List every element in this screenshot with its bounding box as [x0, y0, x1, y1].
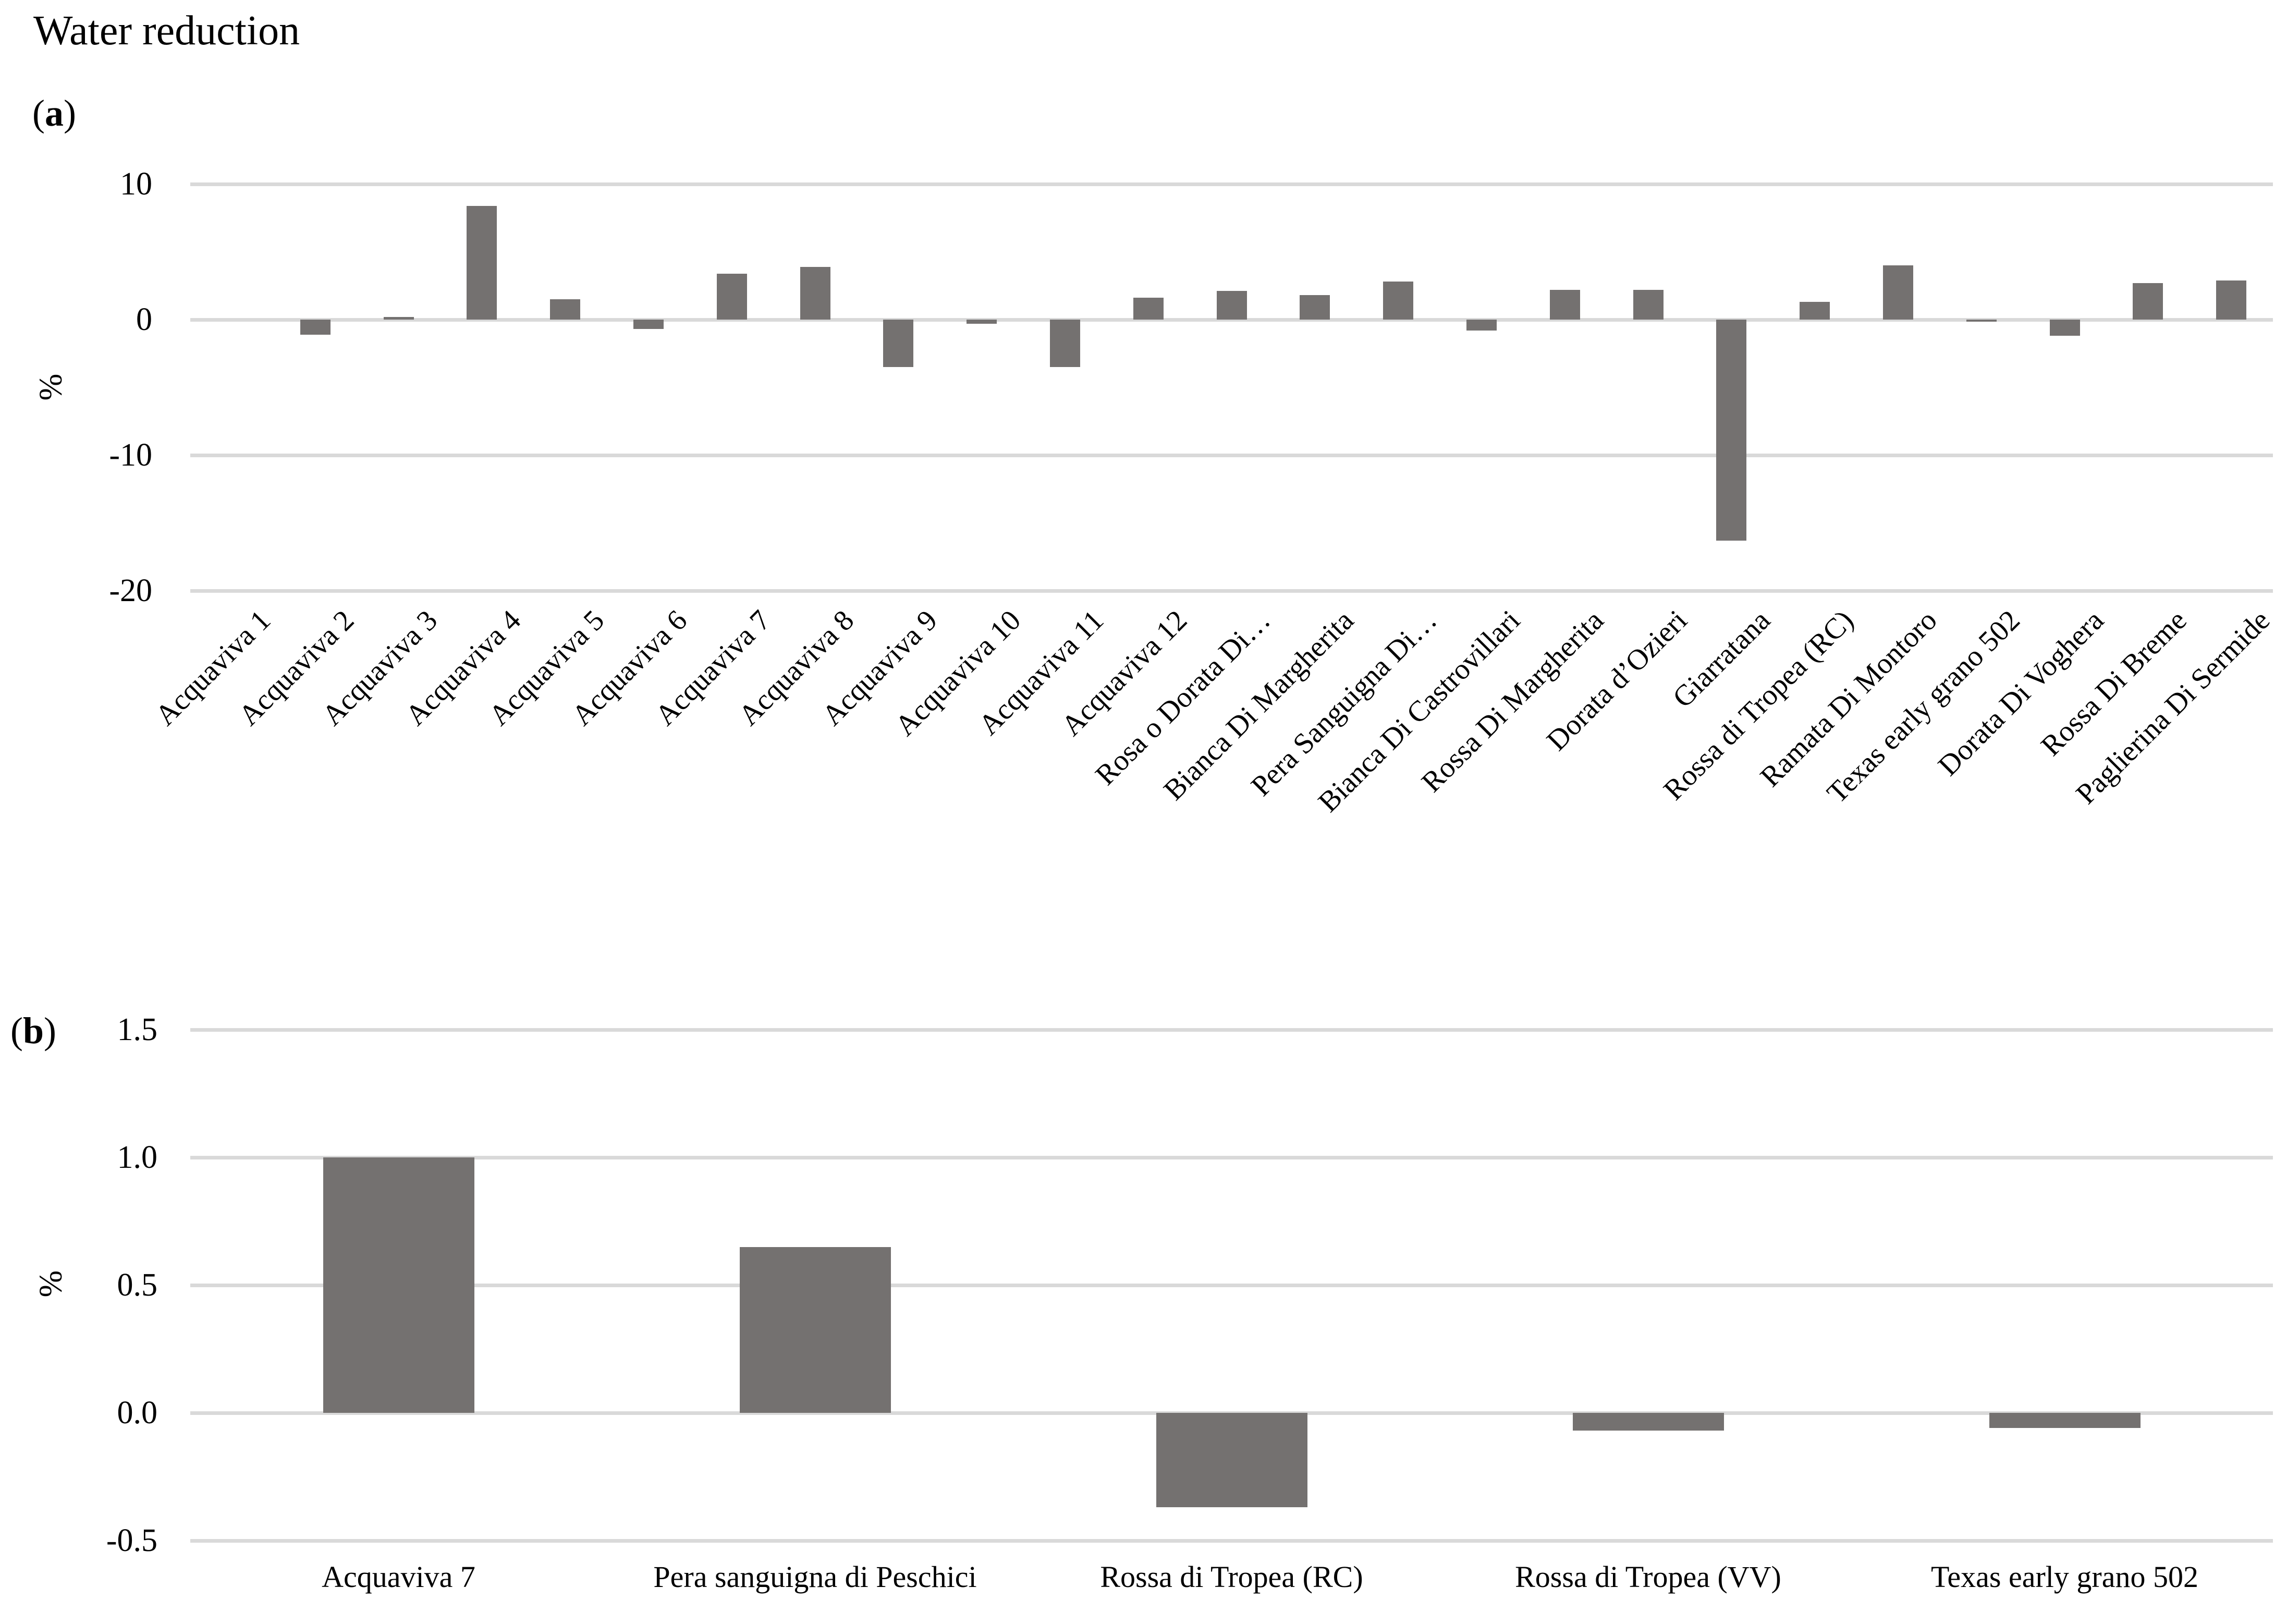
bar [2216, 280, 2247, 320]
bar [1049, 320, 1080, 367]
panel-letter-a: a [44, 92, 64, 134]
y-axis-tick-label: -10 [109, 437, 152, 473]
bar [1216, 291, 1247, 320]
x-axis-label: Acquaviva 7 [322, 1560, 475, 1594]
gridline [190, 1538, 2273, 1543]
bar [1466, 320, 1497, 331]
bar [323, 1157, 474, 1413]
bar [883, 320, 914, 367]
gridline [190, 589, 2273, 593]
panel-label-b: (b) [10, 1009, 56, 1053]
bar [1882, 265, 1913, 320]
bar [2133, 283, 2163, 320]
bar [1383, 282, 1414, 320]
x-axis-label: Rossa di Tropea (RC) [1100, 1560, 1363, 1594]
bar [1300, 295, 1330, 320]
bar [1572, 1413, 1724, 1431]
x-axis-label: Pera sanguigna di Peschici [653, 1560, 977, 1594]
bar [467, 205, 497, 320]
x-axis-label: Rossa di Tropea (VV) [1515, 1560, 1781, 1594]
paren-close: ) [44, 1010, 57, 1052]
bar [1716, 320, 1747, 541]
bar [633, 320, 664, 329]
gridline [190, 1028, 2273, 1032]
bar [1133, 298, 1164, 320]
bar [716, 273, 747, 320]
bar [300, 320, 331, 335]
gridline [190, 1283, 2273, 1287]
bar [383, 316, 414, 320]
bar [1549, 289, 1580, 320]
gridline [190, 182, 2273, 186]
y-axis-tick-label: 0.0 [117, 1395, 158, 1431]
paren-close: ) [63, 92, 76, 134]
y-axis-tick-label: 1.0 [117, 1140, 158, 1175]
y-axis-tick-label: -20 [109, 573, 152, 608]
paren-open: ( [10, 1010, 23, 1052]
y-axis-tick-label: 0 [136, 302, 152, 337]
panel-letter-b: b [22, 1010, 44, 1052]
y-axis-tick-label: -0.5 [106, 1523, 157, 1558]
x-axis-label: Texas early grano 502 [1931, 1560, 2198, 1594]
bar [1966, 320, 1997, 322]
bar [800, 266, 830, 320]
gridline [190, 318, 2273, 322]
panel-label-a: (a) [32, 92, 76, 135]
bar [550, 299, 581, 320]
bar [739, 1247, 891, 1413]
bar [1989, 1413, 2141, 1428]
y-axis-tick-label: 10 [120, 166, 152, 202]
gridline [190, 1155, 2273, 1159]
bar [1156, 1413, 1307, 1508]
gridline [190, 453, 2273, 457]
bar [1800, 302, 1830, 320]
bar [967, 320, 997, 324]
bar [2049, 320, 2080, 336]
y-axis-tick-label: 1.5 [117, 1012, 158, 1047]
paren-open: ( [32, 92, 45, 134]
figure-title: Water reduction [33, 8, 300, 54]
bar [1633, 289, 1664, 320]
y-axis-tick-label: 0.5 [117, 1267, 158, 1303]
